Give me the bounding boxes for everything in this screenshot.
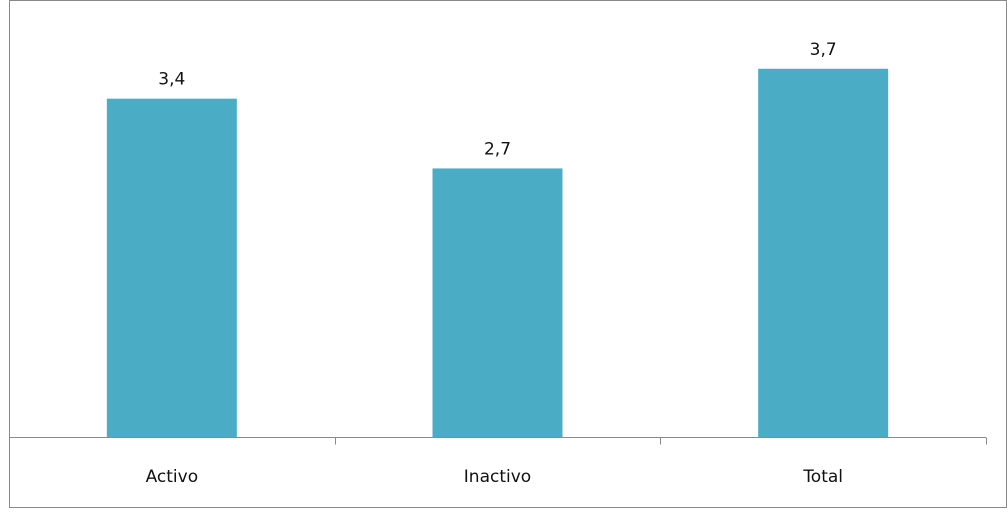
data-label-total: 3,7: [810, 40, 837, 60]
x-tick-label-total: Total: [802, 467, 843, 487]
labels-layer: 3,4 Activo 2,7 Inactivo 3,7 Total: [146, 40, 843, 487]
bar-activo: [106, 98, 237, 438]
bar-total: [758, 68, 889, 438]
data-label-inactivo: 2,7: [484, 139, 511, 159]
x-tick-label-inactivo: Inactivo: [464, 467, 531, 487]
bars-layer: [106, 68, 889, 438]
data-label-activo: 3,4: [158, 70, 185, 90]
x-axis-ticks: [9, 437, 987, 445]
bar-inactivo: [432, 168, 563, 438]
x-tick-label-activo: Activo: [146, 467, 199, 487]
